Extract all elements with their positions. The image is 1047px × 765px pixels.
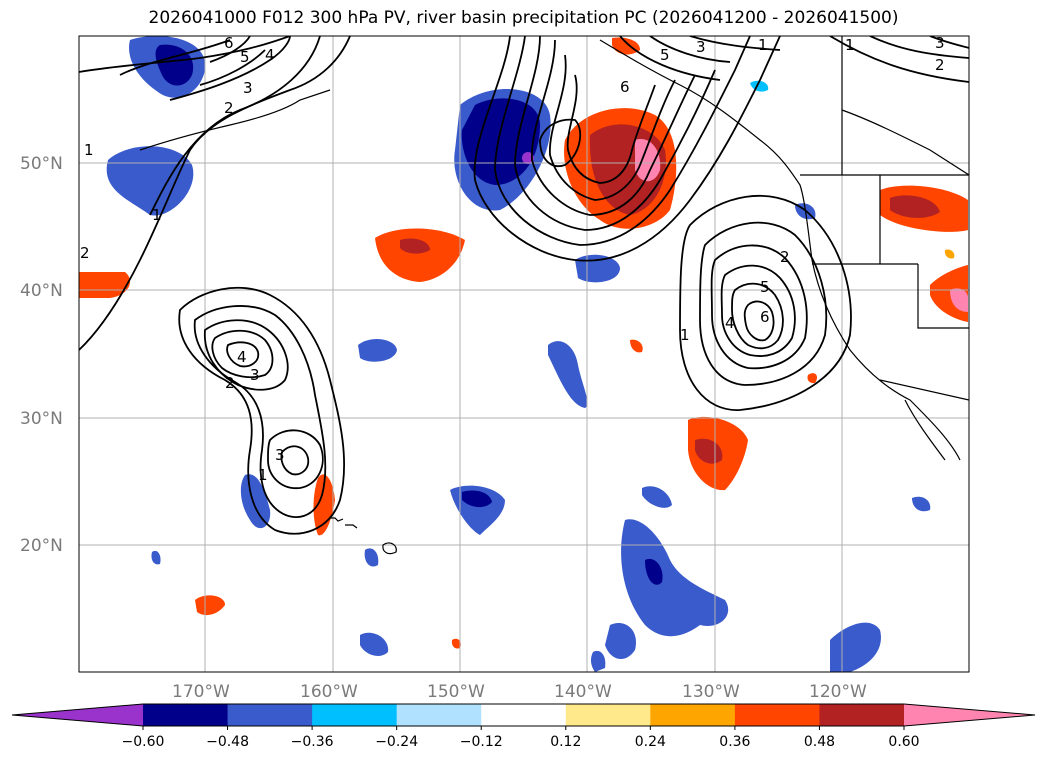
lat-label-40: 40°N bbox=[20, 281, 63, 301]
svg-text:1: 1 bbox=[758, 36, 768, 54]
colorbar-extend-min bbox=[12, 704, 143, 726]
svg-text:5: 5 bbox=[660, 46, 670, 64]
colorbar-segment bbox=[734, 704, 820, 726]
svg-text:4: 4 bbox=[265, 46, 275, 64]
svg-text:2: 2 bbox=[780, 248, 790, 266]
lon-label-130w: 130°W bbox=[682, 682, 740, 702]
svg-text:1: 1 bbox=[845, 36, 855, 54]
map-title: 2026041000 F012 300 hPa PV, river basin … bbox=[148, 8, 899, 28]
svg-text:1: 1 bbox=[258, 466, 268, 484]
lon-label-120w: 120°W bbox=[809, 682, 867, 702]
lon-labels: 170°W 160°W 150°W 140°W 130°W 120°W bbox=[172, 682, 867, 702]
svg-text:4: 4 bbox=[237, 348, 247, 366]
pos-pink-center bbox=[635, 139, 661, 182]
svg-text:3: 3 bbox=[935, 34, 945, 52]
colorbar-segment bbox=[312, 704, 398, 726]
svg-text:2: 2 bbox=[935, 56, 945, 74]
colorbar-segment bbox=[481, 704, 567, 726]
colorbar-tick-label: 0.24 bbox=[635, 734, 666, 750]
lon-label-150w: 150°W bbox=[427, 682, 485, 702]
coastlines bbox=[139, 36, 969, 555]
colorbar-tick-label: −0.12 bbox=[460, 734, 503, 750]
svg-text:1: 1 bbox=[680, 326, 690, 344]
colorbar-tick-label: 0.12 bbox=[550, 734, 581, 750]
colorbar-tick-label: 0.48 bbox=[804, 734, 835, 750]
colorbar-tick-label: −0.60 bbox=[122, 734, 165, 750]
svg-text:2: 2 bbox=[224, 99, 234, 117]
colorbar-tick-label: −0.36 bbox=[291, 734, 334, 750]
colorbar-tick-label: 0.36 bbox=[719, 734, 750, 750]
colorbar-segment bbox=[396, 704, 482, 726]
svg-text:6: 6 bbox=[620, 78, 630, 96]
svg-text:5: 5 bbox=[760, 278, 770, 296]
lon-label-140w: 140°W bbox=[554, 682, 612, 702]
svg-text:3: 3 bbox=[696, 38, 706, 56]
colorbar-segment bbox=[650, 704, 736, 726]
map-frame bbox=[78, 35, 970, 673]
svg-text:4: 4 bbox=[725, 314, 735, 332]
svg-text:1: 1 bbox=[152, 206, 162, 224]
pv-low-east bbox=[679, 194, 852, 411]
svg-text:2: 2 bbox=[225, 374, 235, 392]
pv-contour-labels: 1 1 2 2 3 5 4 6 4 2 3 3 1 3 6 5 1 1 2 3 … bbox=[80, 34, 945, 484]
colorbar: −0.60 −0.48 −0.36 −0.24 −0.12 0.12 0.24 0.36 0.4… bbox=[11, 703, 1036, 750]
svg-text:3: 3 bbox=[275, 446, 285, 464]
colorbar-tick-label: −0.48 bbox=[206, 734, 249, 750]
lon-label-160w: 160°W bbox=[300, 682, 358, 702]
pv-contours bbox=[79, 36, 969, 535]
lat-label-50: 50°N bbox=[20, 154, 63, 174]
colorbar-tick-label: −0.24 bbox=[375, 734, 418, 750]
lon-label-170w: 170°W bbox=[172, 682, 230, 702]
svg-text:3: 3 bbox=[243, 79, 253, 97]
colorbar-segment bbox=[143, 704, 229, 726]
svg-text:6: 6 bbox=[224, 34, 234, 52]
lat-labels: 50°N 40°N 30°N 20°N bbox=[20, 154, 63, 556]
svg-text:1: 1 bbox=[84, 141, 94, 159]
map-panel: 1 1 2 2 3 5 4 6 4 2 3 3 1 3 6 5 1 1 2 3 … bbox=[79, 34, 969, 672]
svg-text:6: 6 bbox=[760, 308, 770, 326]
pv-low-west bbox=[178, 286, 345, 535]
svg-text:3: 3 bbox=[250, 366, 260, 384]
colorbar-tick-label: 0.60 bbox=[888, 734, 919, 750]
colorbar-extend-max bbox=[904, 704, 1035, 726]
svg-text:2: 2 bbox=[80, 244, 90, 262]
lat-label-30: 30°N bbox=[20, 409, 63, 429]
neg-anomaly-w bbox=[106, 146, 194, 216]
colorbar-segment bbox=[819, 704, 905, 726]
colorbar-segment bbox=[565, 704, 651, 726]
lat-label-20: 20°N bbox=[20, 536, 63, 556]
svg-text:5: 5 bbox=[240, 48, 250, 66]
colorbar-segment bbox=[227, 704, 313, 726]
